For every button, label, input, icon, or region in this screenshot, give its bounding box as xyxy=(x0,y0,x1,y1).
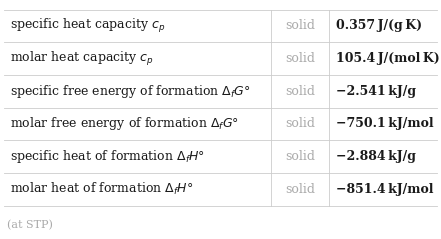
Text: molar free energy of formation $\Delta_f G°$: molar free energy of formation $\Delta_f… xyxy=(10,115,239,132)
Text: solid: solid xyxy=(285,52,315,65)
Text: (at STP): (at STP) xyxy=(7,219,52,230)
Text: solid: solid xyxy=(285,150,315,163)
Text: −851.4 kJ/mol: −851.4 kJ/mol xyxy=(336,183,434,196)
Text: solid: solid xyxy=(285,85,315,98)
Text: molar heat of formation $\Delta_f H°$: molar heat of formation $\Delta_f H°$ xyxy=(10,181,193,197)
Text: specific heat capacity $c_p$: specific heat capacity $c_p$ xyxy=(10,17,165,35)
Text: 105.4 J/(mol K): 105.4 J/(mol K) xyxy=(336,52,440,65)
Text: −2.884 kJ/g: −2.884 kJ/g xyxy=(336,150,416,163)
Text: molar heat capacity $c_p$: molar heat capacity $c_p$ xyxy=(10,49,153,68)
Text: 0.357 J/(g K): 0.357 J/(g K) xyxy=(336,19,422,33)
Text: specific free energy of formation $\Delta_f G°$: specific free energy of formation $\Delt… xyxy=(10,83,250,100)
Text: specific heat of formation $\Delta_f H°$: specific heat of formation $\Delta_f H°$ xyxy=(10,148,205,165)
Text: solid: solid xyxy=(285,117,315,130)
Text: −750.1 kJ/mol: −750.1 kJ/mol xyxy=(336,117,434,130)
Text: solid: solid xyxy=(285,19,315,33)
Text: solid: solid xyxy=(285,183,315,196)
Text: −2.541 kJ/g: −2.541 kJ/g xyxy=(336,85,417,98)
